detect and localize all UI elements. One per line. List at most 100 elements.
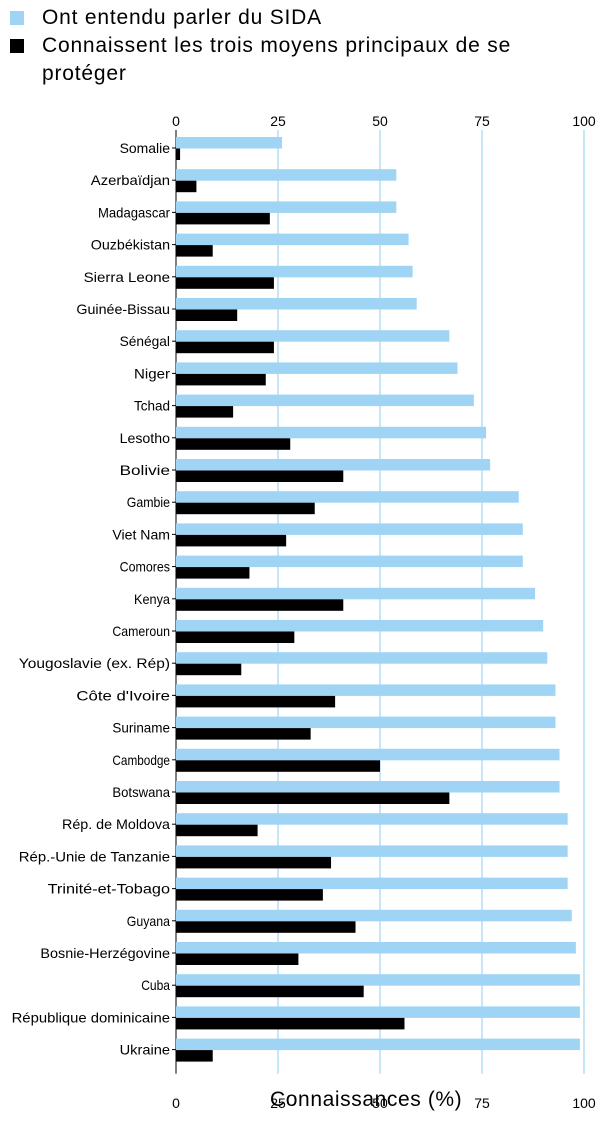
legend-label-heard: Ont entendu parler du SIDA <box>42 6 322 29</box>
bar-heard <box>176 298 417 310</box>
bar-heard <box>176 1038 580 1051</box>
category-label: Niger <box>134 365 170 381</box>
x-tick-label-bottom: 75 <box>474 1095 490 1111</box>
bar-protect <box>176 180 197 193</box>
category-label: République dominicaine <box>12 1009 171 1025</box>
x-tick-label-bottom: 0 <box>172 1095 180 1111</box>
category-label: Viet Nam <box>112 526 170 542</box>
bar-protect <box>176 341 274 354</box>
bar-heard <box>176 877 568 890</box>
category-label: Yougoslavie (ex. Rép) <box>19 655 170 671</box>
category-label: Rép. de Moldova <box>62 816 170 832</box>
category-label: Suriname <box>112 720 170 736</box>
bar-protect <box>176 953 299 965</box>
category-label: Trinité-et-Tobago <box>48 881 171 897</box>
category-label: Guyana <box>127 913 170 929</box>
bar-heard <box>176 716 556 729</box>
bar-heard <box>176 137 283 149</box>
bar-heard <box>176 394 474 407</box>
bar-protect <box>176 728 311 740</box>
bar-heard <box>176 652 548 664</box>
bar-protect <box>176 212 270 225</box>
legend-item-protect: Connaissent les trois moyens principaux … <box>10 32 600 88</box>
category-label: Sénégal <box>120 333 170 349</box>
bar-protect <box>176 277 274 289</box>
bar-heard <box>176 330 450 342</box>
legend-label-protect: Connaissent les trois moyens principaux … <box>42 34 512 85</box>
bar-heard <box>176 942 576 954</box>
category-label: Botswana <box>112 784 170 800</box>
bar-protect <box>176 406 234 418</box>
bar-protect <box>176 760 380 772</box>
bar-heard <box>176 845 568 857</box>
bar-protect <box>176 373 266 386</box>
category-label: Kenya <box>134 591 170 607</box>
bar-heard <box>176 523 523 535</box>
category-label: Cambodge <box>112 752 170 768</box>
bar-protect <box>176 792 450 804</box>
category-label: Guinée-Bissau <box>76 301 170 317</box>
bar-protect <box>176 921 356 933</box>
legend-swatch-heard <box>10 11 24 25</box>
bar-protect <box>176 567 250 579</box>
x-tick-label-top: 100 <box>572 113 596 129</box>
category-label: Lesotho <box>120 430 171 446</box>
bar-protect <box>176 148 181 160</box>
category-label: Ouzbékistan <box>91 237 170 253</box>
bar-protect <box>176 695 336 708</box>
bar-protect <box>176 470 344 482</box>
x-axis-title: Connaissances (%) <box>270 1088 463 1111</box>
bar-heard <box>176 974 580 986</box>
bar-protect <box>176 309 238 321</box>
bar-protect <box>176 245 213 257</box>
bar-heard <box>176 491 519 503</box>
bar-protect <box>176 889 323 901</box>
bar-heard <box>176 813 568 825</box>
bar-heard <box>176 169 397 181</box>
bar-protect <box>176 534 287 547</box>
bar-protect <box>176 985 364 998</box>
bar-protect <box>176 1050 213 1062</box>
bar-protect <box>176 663 242 676</box>
bar-heard <box>176 362 458 374</box>
bar-heard <box>176 587 536 600</box>
category-label: Comores <box>120 559 170 575</box>
bar-protect <box>176 856 332 869</box>
x-tick-label-bottom: 100 <box>572 1095 596 1111</box>
bar-protect <box>176 631 295 643</box>
category-label: Tchad <box>134 398 170 414</box>
bar-protect <box>176 599 344 611</box>
x-tick-label-bottom: 25 <box>270 1095 286 1111</box>
bar-heard <box>176 684 556 696</box>
bar-heard <box>176 459 491 471</box>
bar-heard <box>176 909 572 922</box>
bar-heard <box>176 555 523 568</box>
bar-heard <box>176 201 397 213</box>
bar-protect <box>176 502 315 515</box>
category-label: Azerbaïdjan <box>91 172 170 188</box>
bar-protect <box>176 1017 405 1030</box>
legend-item-heard: Ont entendu parler du SIDA <box>10 4 600 32</box>
bar-heard <box>176 233 409 246</box>
legend-swatch-protect <box>10 39 24 53</box>
category-label: Côte d'Ivoire <box>76 687 170 703</box>
x-tick-label-top: 50 <box>372 113 388 129</box>
x-tick-label-top: 75 <box>474 113 490 129</box>
bar-heard <box>176 265 413 278</box>
bar-protect <box>176 824 258 837</box>
x-tick-label-bottom: 50 <box>372 1095 388 1111</box>
x-tick-label-top: 0 <box>172 113 180 129</box>
bar-heard <box>176 426 487 439</box>
category-label: Bolivie <box>120 462 171 478</box>
x-tick-label-top: 25 <box>270 113 286 129</box>
bar-heard <box>176 1006 580 1018</box>
legend: Ont entendu parler du SIDA Connaissent l… <box>10 4 600 88</box>
bar-heard <box>176 748 560 761</box>
category-label: Bosnie-Herzégovine <box>40 945 170 961</box>
category-label: Cameroun <box>112 623 170 639</box>
category-label: Sierra Leone <box>84 269 171 285</box>
category-label: Madagascar <box>98 204 170 220</box>
category-label: Cuba <box>141 977 170 993</box>
bar-heard <box>176 781 560 793</box>
